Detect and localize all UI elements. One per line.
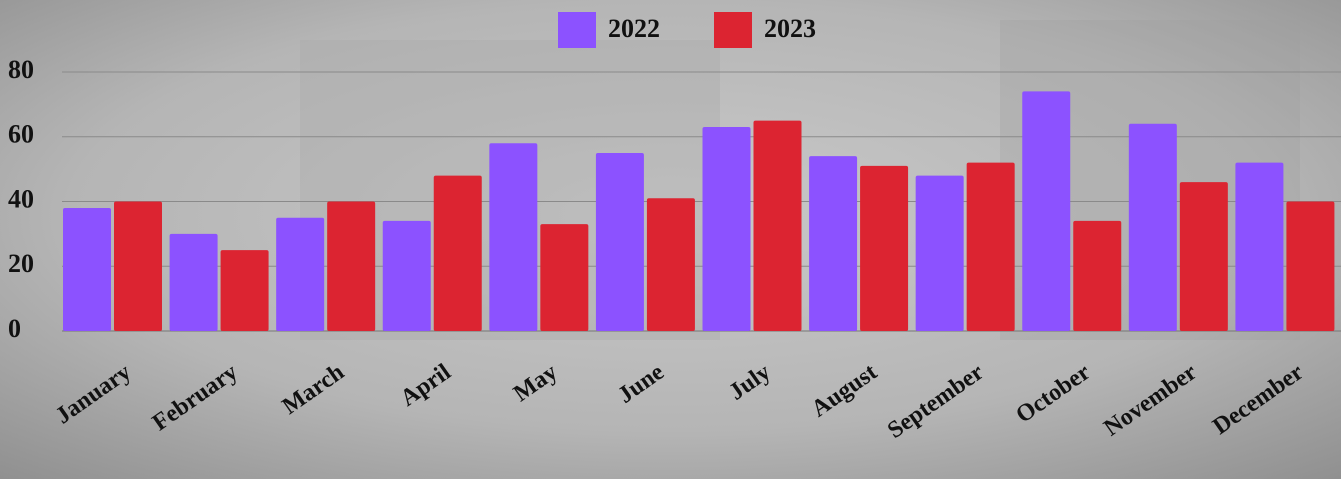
y-tick-label: 20 bbox=[8, 249, 34, 278]
bar bbox=[966, 162, 1015, 331]
bar bbox=[169, 233, 218, 331]
bar bbox=[809, 156, 858, 331]
legend-swatch bbox=[714, 12, 752, 48]
bar bbox=[114, 201, 162, 331]
bar bbox=[220, 250, 269, 331]
bar bbox=[1179, 182, 1228, 331]
bar bbox=[382, 220, 431, 331]
bar bbox=[646, 198, 695, 331]
legend-swatch bbox=[558, 12, 596, 48]
bar bbox=[595, 152, 644, 331]
bar bbox=[327, 201, 376, 331]
bar bbox=[433, 175, 482, 331]
y-tick-label: 80 bbox=[8, 55, 34, 84]
bar bbox=[1286, 201, 1335, 331]
bar bbox=[540, 224, 589, 331]
legend-label: 2022 bbox=[608, 14, 660, 43]
bar bbox=[1235, 162, 1284, 331]
y-tick-label: 40 bbox=[8, 184, 34, 213]
bar bbox=[489, 143, 538, 331]
bar bbox=[915, 175, 964, 331]
y-tick-label: 0 bbox=[8, 314, 21, 343]
bar bbox=[702, 127, 751, 331]
bar bbox=[276, 217, 325, 331]
bar bbox=[1073, 220, 1122, 331]
legend-label: 2023 bbox=[764, 14, 816, 43]
bar bbox=[1128, 123, 1177, 331]
bar bbox=[860, 165, 909, 331]
bar bbox=[753, 120, 802, 331]
bar bbox=[63, 207, 111, 331]
y-tick-label: 60 bbox=[8, 120, 34, 149]
bar bbox=[1022, 91, 1071, 331]
